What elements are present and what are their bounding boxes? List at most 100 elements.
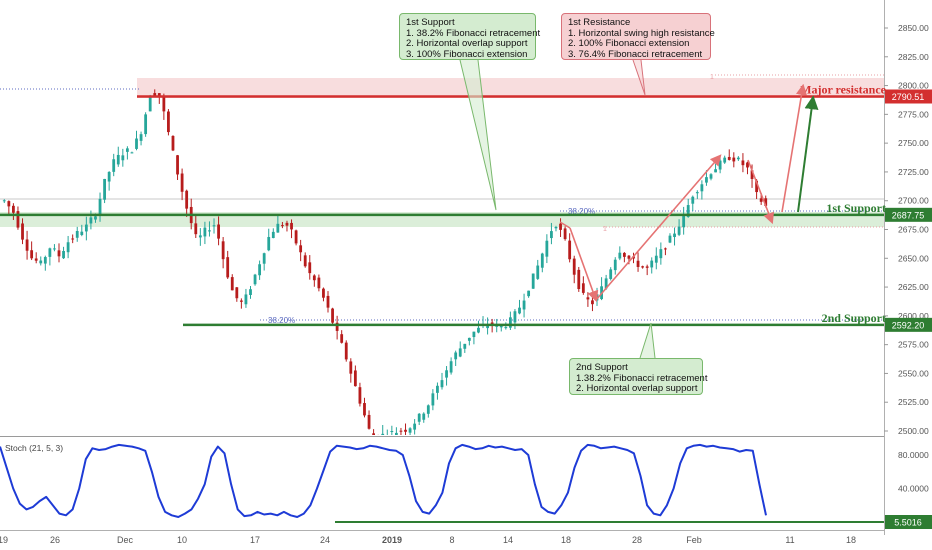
candle-body [212, 225, 216, 227]
candle-body [691, 196, 695, 204]
time-axis-label: Feb [686, 535, 702, 545]
time-axis-label: 10 [177, 535, 187, 545]
second-support-tag-bg [885, 317, 932, 332]
candle-body [659, 249, 663, 259]
price-tick-label: 2525.00 [898, 397, 929, 407]
candle-body [11, 205, 15, 213]
candle-body [527, 290, 531, 297]
time-axis-label: 18 [561, 535, 571, 545]
candle-body [353, 370, 357, 387]
candle-body [203, 227, 207, 237]
time-axis-label: 14 [503, 535, 513, 545]
candle-body [431, 393, 435, 406]
candle-body [331, 308, 334, 323]
price-tick-label: 2700.00 [898, 196, 929, 206]
candle-body [609, 269, 613, 279]
candle-body [290, 222, 293, 230]
candle-body [422, 413, 426, 420]
candle-body [673, 233, 676, 238]
candle-body [107, 171, 111, 182]
candle-body [404, 429, 407, 432]
major-resistance-label: Major resistance [800, 82, 887, 96]
candle-body [249, 289, 252, 295]
price-tick-label: 2775.00 [898, 109, 929, 119]
candle-body [426, 405, 430, 414]
candle-body [627, 255, 631, 259]
candle-body [363, 403, 366, 416]
candle-body [718, 160, 722, 170]
candle-body [559, 223, 562, 230]
candle-body [43, 257, 47, 264]
second-support-pointer [639, 322, 656, 359]
candle-body [121, 155, 125, 161]
candle-body [344, 342, 348, 360]
candle-body [230, 277, 234, 291]
candle-body [472, 331, 476, 338]
stoch-value-tag: 5.5016 [894, 518, 922, 528]
candle-body [153, 93, 157, 96]
candle-body [317, 277, 321, 289]
fib-label-lower: 38.20% [268, 316, 295, 325]
candle-body [554, 227, 558, 229]
time-axis-label: 24 [320, 535, 330, 545]
price-tick-label: 2825.00 [898, 52, 929, 62]
candle-body [89, 217, 93, 224]
first-support-box: 1st Support 1. 38.2% Fibonacci retraceme… [399, 13, 540, 60]
candle-body [75, 231, 79, 238]
candle-body [413, 423, 417, 430]
grid [0, 0, 885, 535]
candle-body [239, 300, 243, 302]
candle-body [167, 111, 170, 133]
candle-body [727, 156, 731, 160]
candle-body [695, 192, 699, 194]
candle-body [677, 226, 681, 235]
price-tick-label: 2800.00 [898, 81, 929, 91]
price-tick-label: 2650.00 [898, 253, 929, 263]
candle-body [16, 211, 20, 228]
candle-body [226, 257, 230, 278]
projection-arrow-red [595, 154, 722, 301]
candle-body [577, 269, 581, 290]
candle-body [258, 264, 262, 276]
time-axis-label: 2019 [382, 535, 402, 545]
candle-body [723, 157, 727, 163]
first-resistance-pointer [632, 59, 646, 96]
projection-arrow-red [569, 227, 599, 303]
candle-body [445, 370, 448, 378]
candle-body [144, 114, 148, 135]
candle-body [281, 225, 284, 227]
first-resistance-box: 1st Resistance 1. Horizontal swing high … [561, 13, 715, 60]
price-tick-label: 2500.00 [898, 426, 929, 436]
candle-body [372, 433, 376, 435]
candle-body [103, 178, 106, 200]
second-support-label: 2nd Support [822, 311, 886, 325]
first-support-tag: 2687.75 [892, 210, 925, 220]
candle-body [668, 235, 672, 243]
candle-body [2, 200, 6, 202]
resistance-zone [137, 78, 884, 98]
candle-body [25, 239, 29, 251]
candle-body [322, 288, 325, 298]
candle-body [285, 222, 289, 226]
first-support-pointer [459, 59, 497, 211]
candle-body [185, 190, 189, 209]
first-support-box-line-2: 2. Horizontal overlap support [406, 38, 528, 49]
candle-body [454, 352, 458, 360]
candle-body [394, 432, 398, 435]
fib-one-upper-label: 1 [710, 74, 714, 81]
first-support-box-title: 1st Support [406, 17, 455, 28]
candle-body [267, 236, 271, 251]
price-tick-label: 2625.00 [898, 282, 929, 292]
candle-body [98, 198, 102, 216]
candle-body [349, 361, 353, 374]
candle-body [736, 157, 740, 160]
candle-body [705, 177, 708, 183]
price-tick-label: 2675.00 [898, 225, 929, 235]
candle-body [604, 278, 608, 289]
candle-body [335, 322, 339, 331]
candle-body [486, 325, 489, 329]
candle-body [253, 274, 257, 285]
candle-body [390, 431, 394, 433]
stoch-value-tag-bg [885, 515, 932, 529]
price-tick-label: 2725.00 [898, 167, 929, 177]
